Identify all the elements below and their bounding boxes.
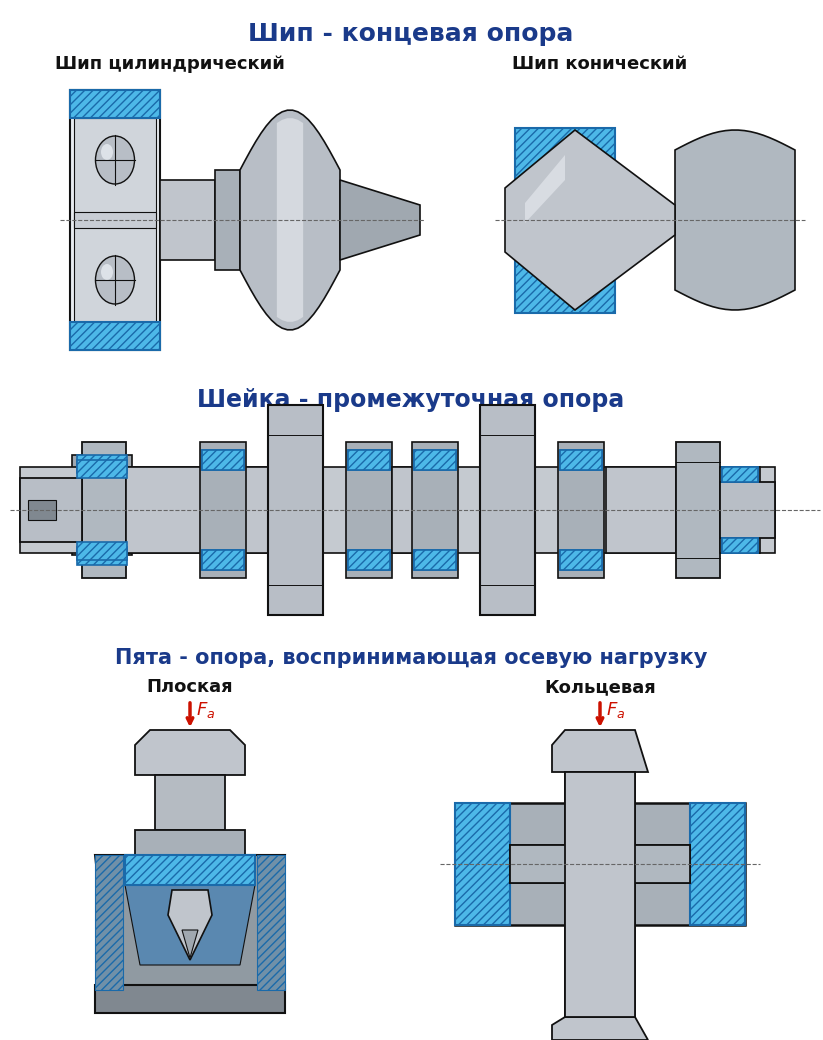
Polygon shape [135, 730, 245, 775]
Bar [510, 846, 690, 883]
Bar [392, 467, 452, 553]
Bar [558, 442, 604, 578]
Bar [560, 550, 602, 570]
Bar [722, 538, 758, 553]
Bar [455, 803, 745, 925]
Bar [125, 855, 255, 885]
Polygon shape [525, 155, 565, 223]
Polygon shape [675, 130, 795, 310]
Bar [348, 450, 390, 470]
Polygon shape [240, 110, 340, 330]
Bar [414, 550, 456, 570]
Polygon shape [125, 885, 255, 965]
Bar [77, 460, 127, 478]
Polygon shape [95, 855, 285, 990]
Text: Пята - опора, воспринимающая осевую нагрузку: Пята - опора, воспринимающая осевую нагр… [115, 648, 707, 668]
Bar [414, 450, 456, 470]
Bar [74, 118, 156, 322]
Bar [160, 180, 215, 260]
Bar [560, 450, 602, 470]
Polygon shape [182, 930, 198, 958]
Bar [77, 547, 127, 565]
Bar [72, 456, 132, 555]
Bar [20, 467, 775, 553]
Bar [70, 90, 160, 118]
Bar [510, 846, 690, 883]
Bar [202, 450, 244, 470]
Bar [77, 456, 127, 473]
Bar [82, 442, 126, 578]
Polygon shape [552, 1017, 648, 1040]
Ellipse shape [101, 144, 113, 160]
Text: Шейка - промежуточная опора: Шейка - промежуточная опора [198, 388, 625, 412]
Bar [348, 550, 390, 570]
Polygon shape [552, 730, 648, 772]
Polygon shape [505, 130, 675, 310]
Bar [70, 90, 160, 350]
Bar [565, 772, 635, 1017]
Bar [720, 467, 760, 553]
Bar [722, 538, 758, 553]
Bar [200, 442, 246, 578]
Bar [77, 542, 127, 560]
Bar [690, 803, 745, 925]
Bar [74, 212, 156, 228]
Ellipse shape [101, 264, 113, 280]
Bar [257, 855, 285, 990]
Bar [202, 550, 244, 570]
Bar [414, 450, 456, 470]
Bar [565, 772, 635, 1017]
Text: Шип - концевая опора: Шип - концевая опора [249, 22, 574, 46]
Ellipse shape [95, 136, 134, 184]
Bar [346, 442, 392, 578]
Bar [676, 442, 720, 578]
Text: Шип конический: Шип конический [513, 55, 688, 73]
Bar [722, 467, 758, 482]
Bar [202, 450, 244, 470]
Bar [348, 550, 390, 570]
Bar [455, 803, 510, 925]
Bar [202, 550, 244, 570]
Polygon shape [277, 119, 303, 321]
Polygon shape [168, 890, 212, 960]
Bar [722, 467, 758, 482]
Bar [126, 467, 295, 553]
Bar [560, 550, 602, 570]
Bar [268, 405, 323, 615]
Bar [215, 170, 240, 270]
Bar [480, 405, 535, 615]
Bar [155, 775, 225, 830]
Bar [720, 482, 775, 538]
Bar [95, 855, 123, 990]
Text: Шип цилиндрический: Шип цилиндрический [55, 55, 285, 73]
Bar [28, 500, 56, 520]
Bar [515, 128, 615, 313]
Bar [20, 478, 82, 542]
Text: $\mathit{F}_\mathit{a}$: $\mathit{F}_\mathit{a}$ [196, 700, 216, 720]
Bar [135, 830, 245, 855]
Text: $\mathit{F}_\mathit{a}$: $\mathit{F}_\mathit{a}$ [606, 700, 625, 720]
Polygon shape [340, 180, 420, 260]
Bar [348, 450, 390, 470]
Bar [606, 467, 676, 553]
Bar [560, 450, 602, 470]
Bar [414, 550, 456, 570]
Text: Кольцевая: Кольцевая [544, 678, 656, 696]
Ellipse shape [95, 256, 134, 304]
Bar [95, 985, 285, 1013]
Text: Плоская: Плоская [146, 678, 233, 696]
Bar [70, 322, 160, 350]
Bar [412, 442, 458, 578]
